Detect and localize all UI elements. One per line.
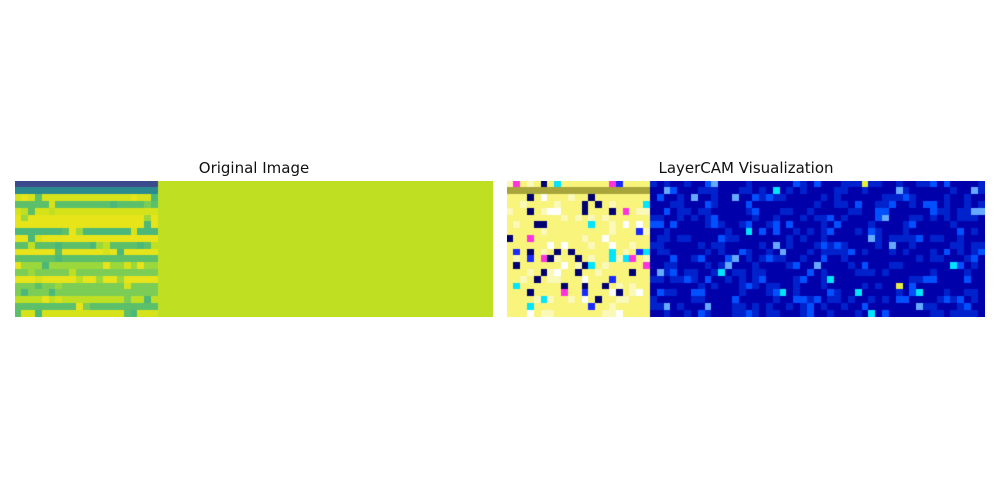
original-image	[15, 181, 493, 317]
layercam-title: LayerCAM Visualization	[507, 155, 985, 181]
layercam-heatmap	[507, 181, 985, 317]
original-image-title: Original Image	[15, 155, 493, 181]
layercam-panel: LayerCAM Visualization	[507, 155, 985, 317]
layercam-heatmap-canvas	[507, 181, 985, 317]
original-image-panel: Original Image	[15, 155, 493, 317]
original-image-canvas	[15, 181, 493, 317]
